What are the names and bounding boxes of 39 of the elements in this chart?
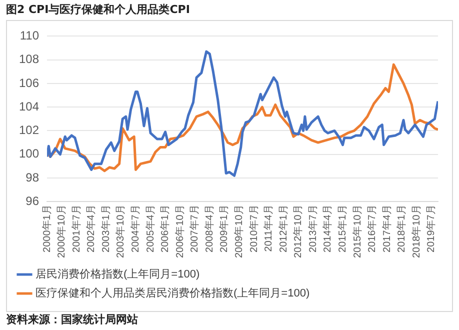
x-tick-label: 2016年7月: [366, 204, 378, 252]
x-tick-label: 2007年7月: [188, 204, 201, 252]
y-tick-label: 98: [26, 170, 40, 184]
y-tick-label: 106: [18, 76, 40, 90]
x-tick-label: 2000年10月: [56, 204, 68, 258]
x-tick-label: 2006年1月: [159, 204, 172, 252]
x-tick-label: 2018年1月: [396, 204, 408, 252]
y-tick-label: 104: [18, 99, 40, 114]
x-tick-label: 2005年4月: [144, 204, 156, 252]
x-tick-label: 2003年10月: [114, 204, 127, 258]
x-tick-label: 2015年10月: [351, 204, 364, 258]
y-tick-label: 110: [20, 28, 40, 43]
y-tick-label: 102: [18, 123, 40, 138]
y-tick-label: 108: [18, 52, 40, 66]
y-tick-label: 100: [18, 146, 40, 161]
x-tick-label: 2011年4月: [262, 204, 275, 252]
x-tick-label: 2014年4月: [322, 204, 334, 252]
chart-title: 图2 CPI与医疗保健和个人用品类CPI: [5, 2, 191, 18]
x-tick-label: 2008年4月: [203, 204, 216, 252]
x-tick-label: 2000年1月: [40, 204, 53, 252]
x-tick-label: 2018年10月: [410, 204, 422, 258]
legend-label: 医疗保健和个人用品类居民消费价格指数(上年同月=100): [36, 286, 310, 300]
x-tick-label: 2001年7月: [70, 204, 82, 252]
x-tick-label: 2015年1月: [336, 204, 348, 252]
x-tick-label: 2013年7月: [306, 204, 319, 252]
x-tick-label: 2009年10月: [232, 204, 245, 258]
x-tick-label: 2004年7月: [129, 204, 142, 252]
text: 资料来源：国家统计局网站: [6, 312, 138, 327]
legend-label: 居民消费价格指数(上年同月=100): [36, 268, 200, 281]
x-tick-label: 2019年7月: [425, 204, 438, 252]
x-tick-label: 2017年4月: [380, 204, 393, 252]
x-tick-label: 2012年10月: [292, 204, 304, 258]
x-tick-label: 2002年4月: [85, 204, 98, 252]
x-tick-label: 2012年1月: [277, 204, 290, 252]
x-tick-label: 2009年1月: [218, 204, 230, 252]
y-tick-label: 96: [26, 194, 40, 208]
x-tick-label: 2003年1月: [100, 204, 112, 252]
x-tick-label: 2006年10月: [174, 204, 186, 258]
x-tick-label: 2010年7月: [248, 204, 260, 252]
